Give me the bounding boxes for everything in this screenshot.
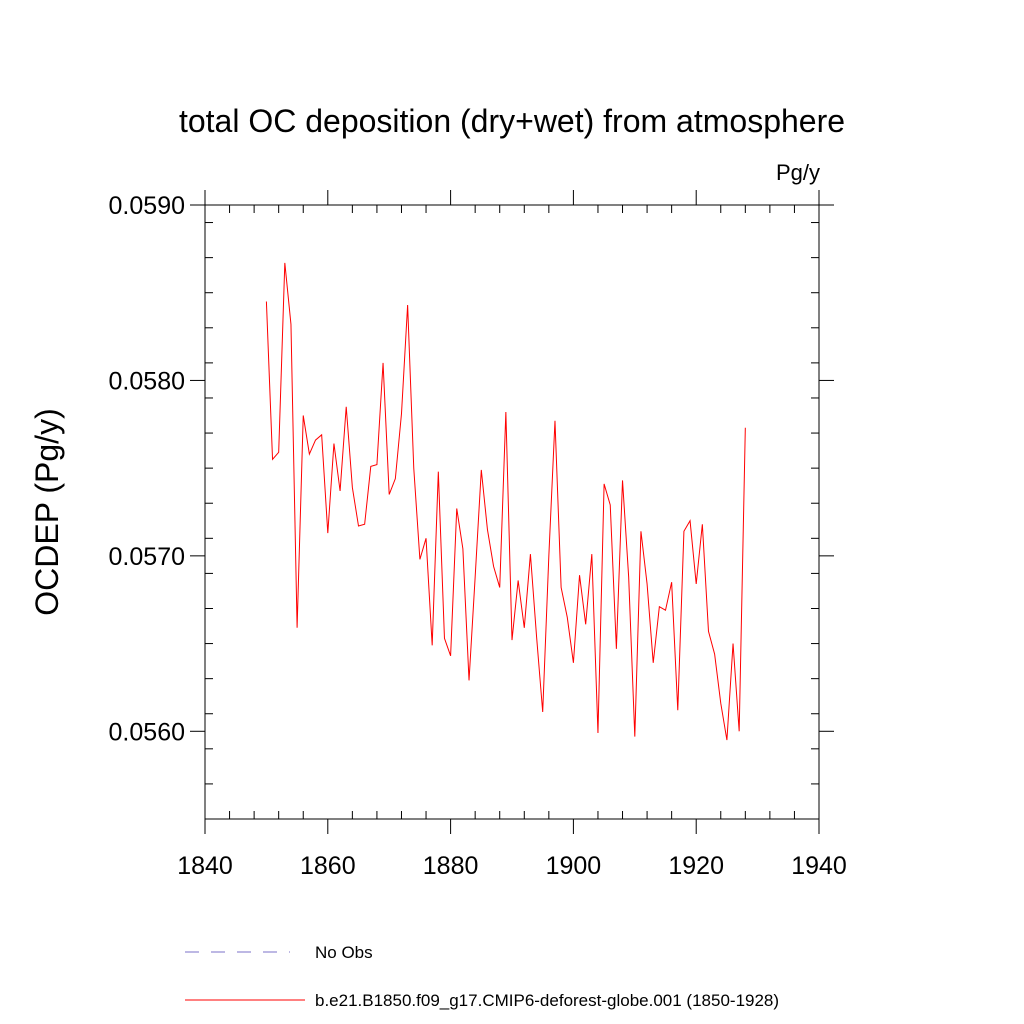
- series-line-0: [265, 262, 746, 741]
- data-series: [265, 262, 746, 741]
- y-tick-label: 0.0570: [109, 543, 185, 571]
- axis-ticks: [190, 190, 834, 834]
- x-tick-label: 1940: [791, 852, 847, 880]
- y-tick-label: 0.0580: [109, 367, 185, 395]
- x-tick-label: 1880: [423, 852, 479, 880]
- y-tick-label: 0.0560: [109, 718, 185, 746]
- axis-tick-labels: 1840 1860 1880 1900 1920 1940 0.0560 0.0570 0.05…: [109, 192, 847, 880]
- chart-title: total OC deposition (dry+wet) from atmos…: [179, 103, 845, 139]
- units-label: Pg/y: [776, 160, 820, 185]
- y-tick-label: 0.0590: [109, 192, 185, 220]
- legend-label-obs: No Obs: [315, 943, 373, 962]
- x-tick-label: 1900: [546, 852, 602, 880]
- x-tick-label: 1840: [177, 852, 233, 880]
- legend: No Obs b.e21.B1850.f09_g17.CMIP6-defores…: [185, 943, 779, 1010]
- y-axis-label: OCDEP (Pg/y): [29, 408, 65, 615]
- x-tick-label: 1860: [300, 852, 356, 880]
- legend-label-model: b.e21.B1850.f09_g17.CMIP6-deforest-globe…: [315, 991, 779, 1010]
- plot-frame: [204, 204, 820, 820]
- x-tick-label: 1920: [668, 852, 724, 880]
